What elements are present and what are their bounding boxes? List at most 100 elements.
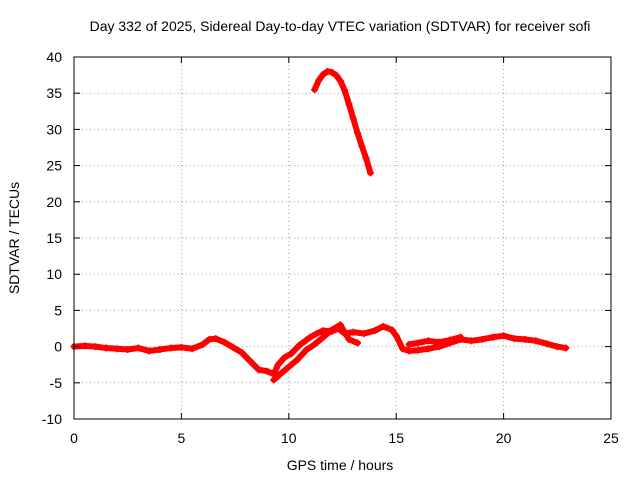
data-point [457, 333, 465, 341]
data-point [510, 335, 518, 343]
data-point [366, 169, 374, 177]
y-tick-labels: -10 -5 0 5 10 15 20 25 30 35 40 [42, 49, 62, 427]
x-tick-label: 25 [603, 430, 619, 446]
data-point [405, 340, 413, 348]
data-point [478, 335, 486, 343]
data-point [238, 348, 246, 356]
data-point [446, 336, 454, 344]
data-point [328, 68, 336, 76]
data-point [156, 345, 164, 353]
data-point [379, 322, 387, 330]
data-point [281, 353, 289, 361]
series-line [311, 68, 374, 176]
data-point [358, 142, 366, 150]
data-point [302, 346, 310, 354]
data-point [399, 345, 407, 353]
data-point [362, 154, 370, 162]
series [270, 321, 362, 384]
data-point [263, 367, 271, 375]
data-point [388, 326, 396, 334]
data-point [91, 343, 99, 351]
y-tick-label: 0 [54, 339, 62, 355]
data-points [70, 67, 570, 384]
data-point [354, 129, 362, 137]
data-point [113, 345, 121, 353]
data-point [553, 343, 561, 351]
data-point [177, 343, 185, 351]
data-point [167, 344, 175, 352]
x-tick-label: 5 [178, 430, 186, 446]
y-tick-label: 30 [46, 121, 62, 137]
data-point [293, 356, 301, 364]
data-point [285, 363, 293, 371]
y-tick-label: -10 [42, 411, 62, 427]
data-point [274, 361, 282, 369]
data-point [287, 350, 295, 358]
data-point [500, 332, 508, 340]
data-point [424, 337, 432, 345]
data-point [306, 333, 314, 341]
data-point [220, 338, 228, 346]
data-point [328, 326, 336, 334]
data-point [145, 347, 153, 355]
y-axis-label: SDTVAR / TECUs [6, 182, 22, 294]
data-point [424, 345, 432, 353]
data-point [319, 70, 327, 78]
x-tick-label: 20 [496, 430, 512, 446]
data-point [332, 71, 340, 79]
x-tick-label: 10 [281, 430, 297, 446]
data-point [489, 333, 497, 341]
data-point [405, 347, 413, 355]
data-point [311, 340, 319, 348]
data-point [319, 333, 327, 341]
data-point [349, 328, 357, 336]
y-tick-label: 20 [46, 194, 62, 210]
data-point [212, 335, 220, 343]
data-point [349, 115, 357, 123]
series [311, 67, 374, 177]
data-point [371, 327, 379, 335]
data-point [414, 339, 422, 347]
data-point [345, 100, 353, 108]
data-point [467, 337, 475, 345]
data-point [543, 340, 551, 348]
data-point [134, 344, 142, 352]
data-point [360, 330, 368, 338]
data-point [336, 321, 344, 329]
data-point [414, 346, 422, 354]
data-point [435, 338, 443, 346]
data-point [81, 342, 89, 350]
y-tick-label: 15 [46, 230, 62, 246]
data-point [336, 77, 344, 85]
tick-marks [73, 56, 612, 420]
y-tick-label: 40 [46, 49, 62, 65]
data-point [392, 332, 400, 340]
data-point [315, 76, 323, 84]
data-point [521, 335, 529, 343]
data-point [276, 370, 284, 378]
data-point [205, 335, 213, 343]
x-tick-labels: 0 5 10 15 20 25 [70, 430, 619, 446]
x-axis-label: GPS time / hours [287, 457, 394, 473]
x-tick-label: 15 [388, 430, 404, 446]
series [405, 333, 465, 348]
data-point [229, 343, 237, 351]
data-point [188, 345, 196, 353]
y-tick-label: -5 [50, 375, 63, 391]
data-point [124, 345, 132, 353]
data-point [270, 376, 278, 384]
data-point [311, 86, 319, 94]
y-tick-label: 35 [46, 85, 62, 101]
chart-title: Day 332 of 2025, Sidereal Day-to-day VTE… [90, 18, 591, 34]
data-point [319, 327, 327, 335]
data-point [345, 335, 353, 343]
data-point [199, 340, 207, 348]
data-point [562, 344, 570, 352]
data-point [354, 339, 362, 347]
data-point [341, 86, 349, 94]
data-point [246, 357, 254, 365]
series [70, 322, 570, 378]
y-tick-label: 5 [54, 302, 62, 318]
y-tick-label: 25 [46, 158, 62, 174]
